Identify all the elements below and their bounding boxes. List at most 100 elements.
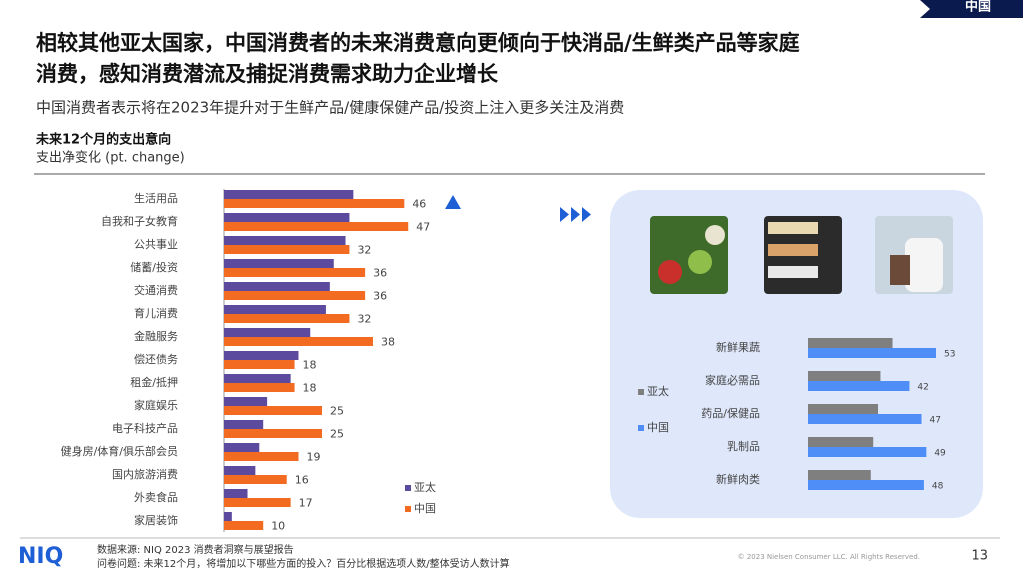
photo <box>650 216 728 294</box>
logo: NIQ <box>18 544 63 569</box>
bar <box>808 404 879 414</box>
bar <box>224 337 373 346</box>
bar <box>224 489 248 498</box>
bar <box>808 437 874 447</box>
bar <box>224 190 354 199</box>
source: 数据来源: NIQ 2023 消费者洞察与展望报告 <box>97 543 294 556</box>
bar <box>224 282 330 291</box>
category-label: 公共事业 <box>134 238 178 251</box>
bar <box>224 305 326 314</box>
value-label: 36 <box>373 267 387 280</box>
chart-title: 未来12个月的支出意向 <box>35 132 171 148</box>
bar <box>224 222 409 231</box>
category-label: 生活用品 <box>134 191 178 205</box>
bar <box>224 452 299 461</box>
value-label: 47 <box>416 221 430 234</box>
category-label: 家居装饰 <box>134 513 178 527</box>
bar <box>224 420 264 429</box>
legend-label: 中国 <box>414 502 436 515</box>
value-label: 36 <box>373 290 387 303</box>
bar <box>224 213 350 222</box>
category-label: 金融服务 <box>134 329 178 343</box>
category-label: 家庭必需品 <box>705 373 760 387</box>
bar <box>808 338 893 348</box>
value-label: 17 <box>299 497 313 510</box>
category-label: 育儿消费 <box>134 306 178 320</box>
legend-label: 亚太 <box>414 481 436 494</box>
category-label: 租金/抵押 <box>130 375 178 389</box>
bar <box>808 414 922 424</box>
bar <box>224 512 232 521</box>
arrows <box>560 207 591 222</box>
bar <box>224 374 291 383</box>
bar <box>808 480 924 490</box>
bar <box>224 245 350 254</box>
bar <box>224 328 311 337</box>
bar <box>224 498 291 507</box>
tag: 中国 <box>965 0 991 15</box>
bar <box>224 199 405 208</box>
value-label: 48 <box>932 482 944 492</box>
category-label: 药品/保健品 <box>701 406 760 420</box>
value-label: 18 <box>303 382 317 395</box>
category-label: 新鲜肉类 <box>716 472 760 486</box>
category-label: 电子科技产品 <box>112 421 178 435</box>
bar <box>224 443 260 452</box>
bar <box>808 381 910 391</box>
category-label: 国内旅游消费 <box>112 467 178 481</box>
value-label: 32 <box>357 244 371 257</box>
bar <box>224 259 334 268</box>
bar <box>224 521 264 530</box>
category-label: 健身房/体育/俱乐部会员 <box>61 444 178 458</box>
value-label: 47 <box>930 416 941 426</box>
value-label: 53 <box>944 350 955 360</box>
category-label: 家庭娱乐 <box>134 398 178 412</box>
value-label: 10 <box>271 520 285 533</box>
value-label: 38 <box>381 336 395 349</box>
legend-label: 中国 <box>647 421 669 434</box>
bar <box>224 475 287 484</box>
value-label: 25 <box>330 405 344 418</box>
bar <box>808 348 936 358</box>
bar <box>224 314 350 323</box>
subtitle: 中国消费者表示将在2023年提升对于生鲜产品/健康保健产品/投资上注入更多关注及… <box>36 99 624 117</box>
value-label: 32 <box>357 313 371 326</box>
bar <box>224 351 299 360</box>
bar <box>224 236 346 245</box>
legend-swatch <box>405 506 411 512</box>
photo <box>764 216 842 294</box>
bar <box>224 291 366 300</box>
title: 消费，感知消费潜流及捕捉消费需求助力企业增长 <box>36 62 499 86</box>
bar <box>224 429 322 438</box>
bar <box>224 268 366 277</box>
legend-swatch <box>638 389 644 395</box>
value-label: 18 <box>303 359 317 372</box>
category-label: 交通消费 <box>134 283 178 297</box>
bar <box>224 383 295 392</box>
bar <box>224 466 256 475</box>
legend-swatch <box>405 485 411 491</box>
copyright: © 2023 Nielsen Consumer LLC. All Rights … <box>738 553 920 561</box>
bar <box>224 360 295 369</box>
bar <box>224 406 322 415</box>
value-label: 16 <box>295 474 309 487</box>
chart-subtitle: 支出净变化 (pt. change) <box>36 150 185 166</box>
bar <box>808 447 927 457</box>
category-label: 自我和子女教育 <box>101 214 178 228</box>
legend-label: 亚太 <box>647 385 669 398</box>
bar <box>808 371 881 381</box>
value-label: 19 <box>306 451 320 464</box>
value-label: 46 <box>412 198 426 211</box>
tag-bg <box>920 0 1023 18</box>
legend-swatch <box>638 425 644 431</box>
category-label: 储蓄/投资 <box>130 260 178 274</box>
bar <box>224 397 268 406</box>
question: 问卷问题: 未来12个月，将增加以下哪些方面的投入？百分比根据选项人数/整体受访… <box>97 557 510 570</box>
up-triangle <box>445 195 461 209</box>
category-label: 乳制品 <box>727 440 760 453</box>
value-label: 25 <box>330 428 344 441</box>
bar <box>808 470 871 480</box>
photo <box>875 216 953 294</box>
category-label: 外卖食品 <box>134 490 178 504</box>
page-number: 13 <box>971 549 988 564</box>
